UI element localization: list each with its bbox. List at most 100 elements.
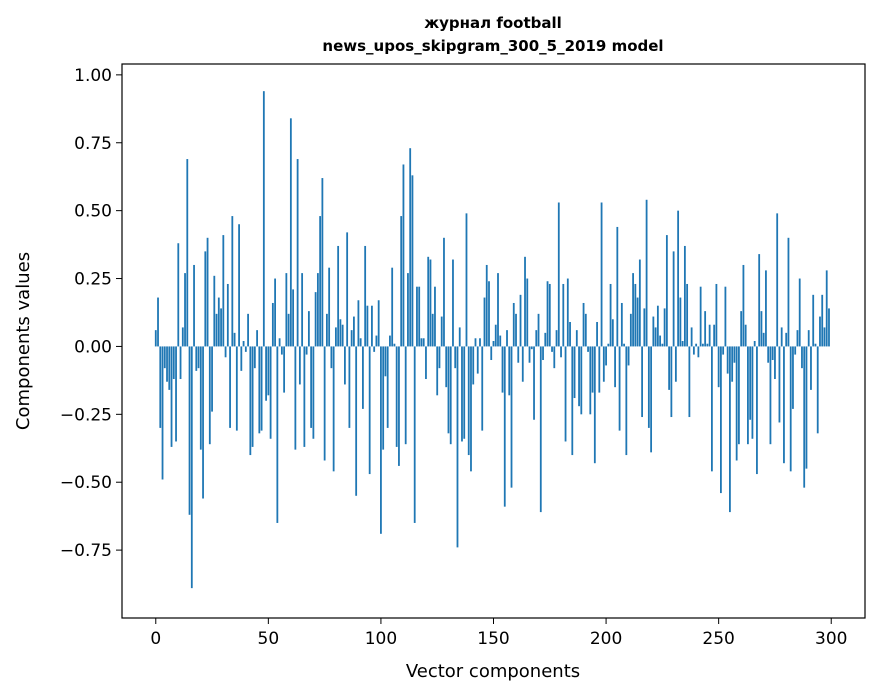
bar xyxy=(571,346,574,456)
bar xyxy=(449,346,452,445)
bar xyxy=(803,346,806,488)
bar xyxy=(819,316,821,347)
bars-group xyxy=(154,91,830,589)
bar xyxy=(325,313,328,347)
bar xyxy=(305,346,308,355)
bar xyxy=(382,346,385,450)
bar xyxy=(231,216,234,347)
bar xyxy=(828,308,830,347)
bar xyxy=(672,251,675,347)
x-axis-label: Vector components xyxy=(406,661,580,682)
bar xyxy=(598,346,601,393)
bar xyxy=(620,302,623,347)
y-tick-label: 0.50 xyxy=(74,202,112,222)
bar xyxy=(490,346,493,361)
bar xyxy=(371,305,373,347)
bar xyxy=(287,313,290,347)
bar xyxy=(229,346,231,428)
bar xyxy=(584,313,587,347)
bar xyxy=(400,216,403,347)
bar xyxy=(274,278,276,347)
bar xyxy=(562,283,565,347)
bar xyxy=(708,324,711,347)
bar xyxy=(557,202,560,347)
bar xyxy=(780,327,783,347)
bar xyxy=(346,232,349,347)
bar xyxy=(602,346,605,382)
bar xyxy=(235,346,238,431)
y-tick-label: 0.00 xyxy=(74,337,112,357)
bar xyxy=(375,335,378,347)
bar xyxy=(368,346,371,475)
bar xyxy=(542,346,544,361)
bar xyxy=(436,346,439,396)
bar xyxy=(389,335,391,347)
bar xyxy=(674,346,677,382)
bar xyxy=(479,338,481,347)
bar xyxy=(823,327,826,347)
bar xyxy=(208,346,211,445)
bar xyxy=(729,346,731,513)
bar xyxy=(611,319,614,347)
bar xyxy=(503,346,506,507)
bar xyxy=(661,343,664,347)
bar xyxy=(213,275,216,347)
bar xyxy=(377,300,380,347)
bar xyxy=(163,346,166,369)
bar xyxy=(280,346,283,355)
bar xyxy=(422,338,425,347)
bar xyxy=(467,346,470,456)
bar xyxy=(591,346,594,393)
bar xyxy=(607,343,610,347)
bar xyxy=(506,330,508,347)
bar xyxy=(411,175,414,347)
x-tick-label: 150 xyxy=(477,629,509,649)
bar xyxy=(783,346,785,464)
bar xyxy=(348,346,351,428)
bar xyxy=(244,346,247,352)
bar xyxy=(573,346,576,399)
bar xyxy=(798,278,801,347)
bar xyxy=(472,346,475,385)
bar xyxy=(319,216,322,347)
x-tick-label: 250 xyxy=(702,629,734,649)
bar xyxy=(614,346,616,388)
bar xyxy=(600,202,603,347)
bar xyxy=(535,330,538,347)
bar xyxy=(184,273,186,347)
bar xyxy=(652,316,655,347)
bar xyxy=(769,346,772,445)
bar xyxy=(316,273,319,347)
bar xyxy=(289,118,292,347)
bar xyxy=(679,297,682,347)
bar xyxy=(733,346,736,363)
bar xyxy=(578,346,580,407)
bar xyxy=(461,346,463,442)
bar xyxy=(413,346,416,523)
bar xyxy=(161,346,164,480)
bar xyxy=(404,346,407,445)
bar xyxy=(438,346,441,369)
bar xyxy=(659,335,662,347)
bar xyxy=(816,346,819,434)
bar xyxy=(758,254,761,347)
bar xyxy=(456,346,459,548)
bar xyxy=(762,332,765,347)
bar xyxy=(537,313,540,347)
bar xyxy=(596,321,598,347)
bar xyxy=(551,346,553,352)
bar xyxy=(643,308,646,347)
bar xyxy=(332,346,335,472)
bar xyxy=(355,346,358,496)
bar xyxy=(224,346,227,358)
bar xyxy=(526,278,529,347)
bar xyxy=(548,283,551,347)
bar xyxy=(265,346,267,401)
bar xyxy=(429,259,432,347)
bar xyxy=(260,346,263,431)
bar xyxy=(812,294,815,347)
bar xyxy=(181,327,184,347)
bar xyxy=(238,224,240,347)
bar xyxy=(206,237,209,347)
chart-title-line1: журнал football xyxy=(424,14,562,32)
